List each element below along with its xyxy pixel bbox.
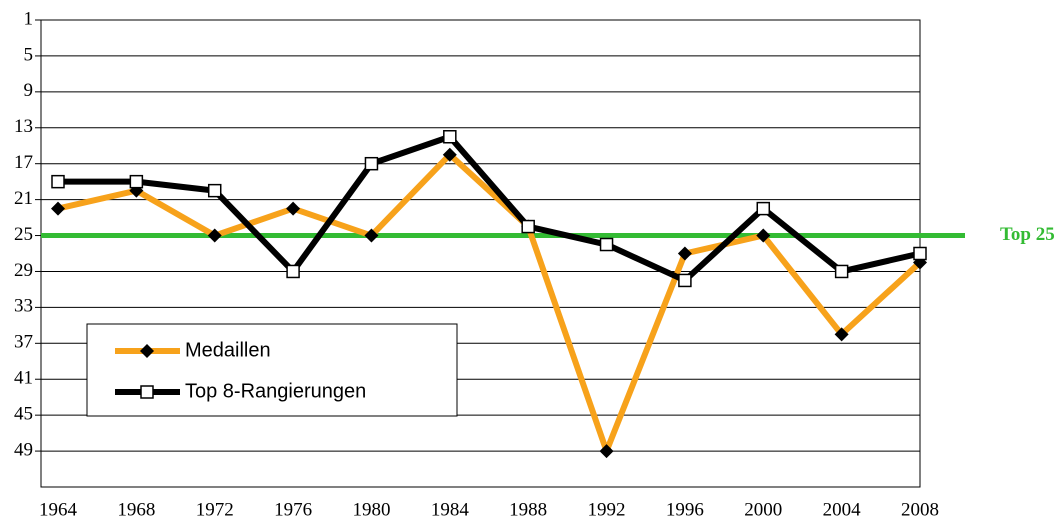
data-point xyxy=(442,147,457,162)
y-tick-label: 41 xyxy=(14,368,33,389)
data-point xyxy=(834,264,849,279)
x-tick-label: 1984 xyxy=(431,499,470,520)
data-point xyxy=(51,174,65,189)
x-tick-label: 2004 xyxy=(823,499,862,520)
legend-marker xyxy=(140,385,154,399)
y-tick-label: 25 xyxy=(14,224,33,245)
data-point xyxy=(286,201,301,216)
y-tick-label: 33 xyxy=(14,296,33,317)
y-tick-label: 37 xyxy=(14,332,33,353)
data-point xyxy=(364,228,379,243)
series-line xyxy=(57,151,923,455)
data-point xyxy=(521,219,535,234)
data-point xyxy=(756,201,771,216)
legend-box xyxy=(86,323,458,417)
legend-label: Medaillen xyxy=(185,339,271,361)
data-point xyxy=(677,246,692,261)
data-point xyxy=(51,201,65,216)
x-tick-label: 1992 xyxy=(588,499,626,520)
y-tick-label: 1 xyxy=(24,8,34,29)
x-tick-label: 2000 xyxy=(744,499,782,520)
x-tick-label: 1988 xyxy=(509,499,547,520)
x-tick-label: 1980 xyxy=(352,499,390,520)
y-tick-label: 9 xyxy=(24,80,34,101)
y-tick-label: 21 xyxy=(14,188,33,209)
data-point xyxy=(129,174,144,189)
data-point xyxy=(599,444,614,459)
data-point xyxy=(913,246,927,261)
x-tick-label: 1996 xyxy=(666,499,704,520)
x-tick-label: 1968 xyxy=(117,499,155,520)
x-tick-label: 1964 xyxy=(39,499,78,520)
legend-label: Top 8-Rangierungen xyxy=(185,380,366,402)
x-tick-label: 1976 xyxy=(274,499,312,520)
data-point xyxy=(678,273,692,288)
data-point xyxy=(443,130,457,144)
x-tick-label: 2008 xyxy=(901,499,939,520)
data-point xyxy=(599,237,614,252)
reference-label: Top 25 xyxy=(1000,224,1055,245)
y-tick-label: 45 xyxy=(14,404,33,425)
data-point xyxy=(364,156,379,171)
y-tick-label: 5 xyxy=(24,44,34,65)
series-line xyxy=(58,133,921,284)
data-point xyxy=(834,327,849,342)
x-tick-label: 1972 xyxy=(196,499,234,520)
plot-area xyxy=(40,19,921,488)
y-tick-label: 29 xyxy=(14,260,33,281)
y-tick-label: 17 xyxy=(14,152,33,173)
y-tick-label: 13 xyxy=(14,116,33,137)
legend-marker xyxy=(140,344,154,358)
data-point xyxy=(207,183,222,198)
data-point xyxy=(207,228,222,243)
data-point xyxy=(756,228,771,243)
data-point xyxy=(286,264,300,279)
y-tick-label: 49 xyxy=(14,439,33,460)
